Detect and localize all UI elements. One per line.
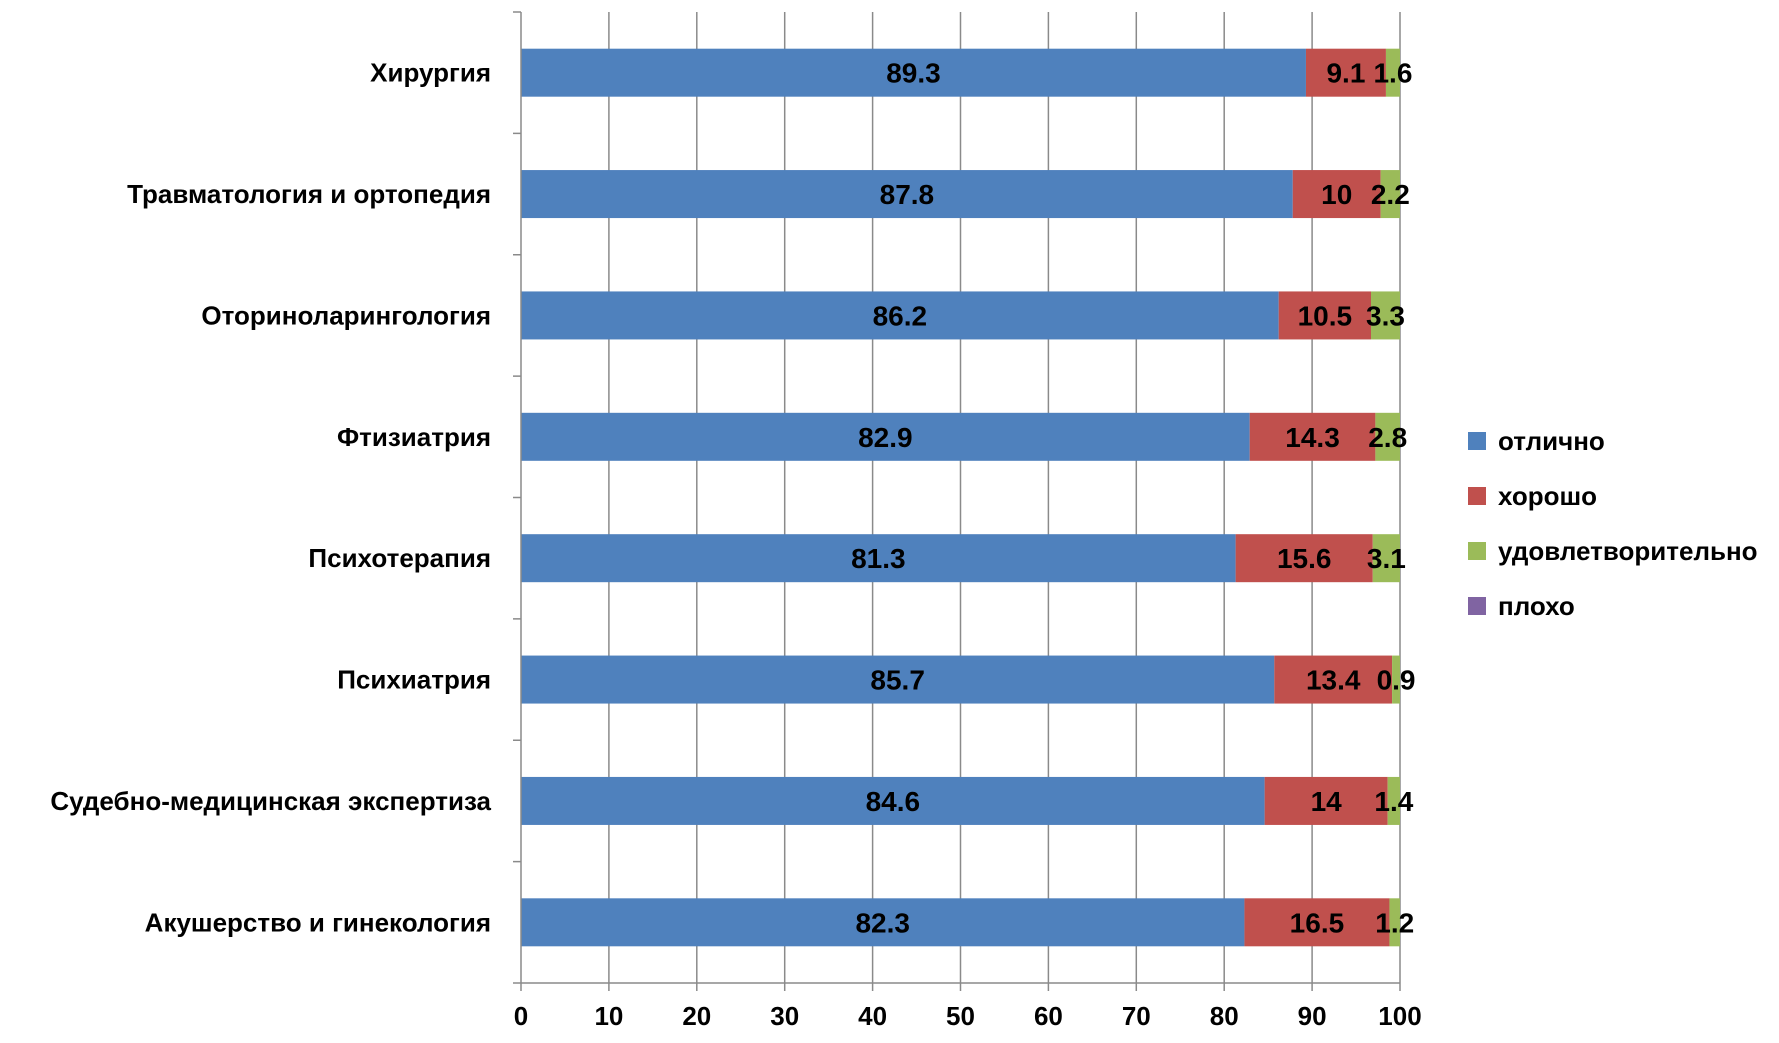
x-tick-label: 100 [1378, 1001, 1421, 1031]
data-label: 0.9 [1377, 665, 1416, 696]
legend-swatch [1468, 542, 1486, 560]
category-label: Хирургия [370, 58, 491, 88]
bar-segment [521, 48, 1306, 97]
data-label: 3.3 [1366, 300, 1405, 331]
category-label: Акушерство и гинекология [145, 907, 491, 937]
data-label: 1.4 [1374, 786, 1413, 817]
bars-layer [521, 48, 1400, 947]
x-tick-label: 80 [1210, 1001, 1239, 1031]
data-label: 15.6 [1277, 543, 1332, 574]
bar-segment [1278, 291, 1371, 340]
data-label: 14.3 [1285, 422, 1340, 453]
grid-layer [608, 12, 1401, 983]
data-label: 84.6 [866, 786, 921, 817]
legend: отлично хорошо удовлетворительно плохо [1468, 426, 1758, 621]
legend-label: плохо [1498, 591, 1575, 621]
data-label: 86.2 [873, 300, 928, 331]
bar-segment [521, 655, 1275, 704]
x-tick-label: 30 [770, 1001, 799, 1031]
legend-label: отлично [1498, 426, 1605, 456]
data-label: 2.2 [1371, 179, 1410, 210]
data-label: 82.3 [855, 907, 910, 938]
data-label: 81.3 [851, 543, 906, 574]
legend-swatch [1468, 597, 1486, 615]
legend-swatch [1468, 487, 1486, 505]
bar-segment [521, 898, 1245, 947]
x-tick-label: 70 [1122, 1001, 1151, 1031]
data-label: 1.2 [1375, 907, 1414, 938]
bar-segment [521, 291, 1279, 340]
axes-layer: 0 10 20 30 40 50 60 70 80 90 100 Хирургия Травматоло… [50, 11, 1422, 1031]
data-label: 82.9 [858, 422, 913, 453]
data-label: 10 [1321, 179, 1352, 210]
bar-segment [1392, 655, 1400, 704]
data-labels-layer: 89.3 9.1 1.6 87.8 10 2.2 86.2 10.5 3.3 82.9 14.3 2.… [851, 58, 1415, 939]
legend-label: удовлетворительно [1498, 536, 1758, 566]
legend-swatch [1468, 432, 1486, 450]
data-label: 87.8 [880, 179, 935, 210]
bar-segment [1235, 534, 1373, 583]
x-tick-label: 90 [1298, 1001, 1327, 1031]
x-tick-label: 60 [1034, 1001, 1063, 1031]
data-label: 13.4 [1306, 665, 1361, 696]
bar-segment [1375, 412, 1400, 461]
data-label: 16.5 [1290, 907, 1345, 938]
bar-segment [1389, 898, 1400, 947]
bar-segment [1305, 48, 1386, 97]
x-tick-label: 0 [514, 1001, 528, 1031]
legend-label: хорошо [1498, 481, 1597, 511]
x-tick-label: 50 [946, 1001, 975, 1031]
bar-segment [1264, 776, 1388, 825]
category-label: Психотерапия [308, 543, 491, 573]
data-label: 14 [1311, 786, 1343, 817]
category-label: Травматология и ортопедия [127, 179, 491, 209]
bar-segment [1387, 776, 1400, 825]
data-label: 1.6 [1373, 58, 1412, 89]
bar-segment [1385, 48, 1400, 97]
category-label: Фтизиатрия [337, 422, 491, 452]
bar-segment [1249, 412, 1376, 461]
x-tick-label: 40 [858, 1001, 887, 1031]
bar-segment [1370, 291, 1400, 340]
category-label: Судебно-медицинская экспертиза [50, 786, 491, 816]
bar-segment [1372, 534, 1400, 583]
bar-segment [521, 170, 1293, 219]
bar-segment [521, 776, 1265, 825]
data-label: 3.1 [1367, 543, 1406, 574]
data-label: 85.7 [870, 665, 925, 696]
bar-segment [521, 412, 1250, 461]
bar-segment [1380, 170, 1400, 219]
data-label: 10.5 [1298, 300, 1353, 331]
bar-segment [1244, 898, 1390, 947]
bar-segment [521, 534, 1236, 583]
category-label: Оториноларингология [201, 300, 491, 330]
data-label: 89.3 [886, 58, 941, 89]
x-tick-label: 10 [594, 1001, 623, 1031]
data-label: 9.1 [1326, 58, 1365, 89]
category-label: Психиатрия [337, 665, 491, 695]
bar-segment [1292, 170, 1381, 219]
data-label: 2.8 [1368, 422, 1407, 453]
x-tick-label: 20 [682, 1001, 711, 1031]
bar-segment [1274, 655, 1393, 704]
